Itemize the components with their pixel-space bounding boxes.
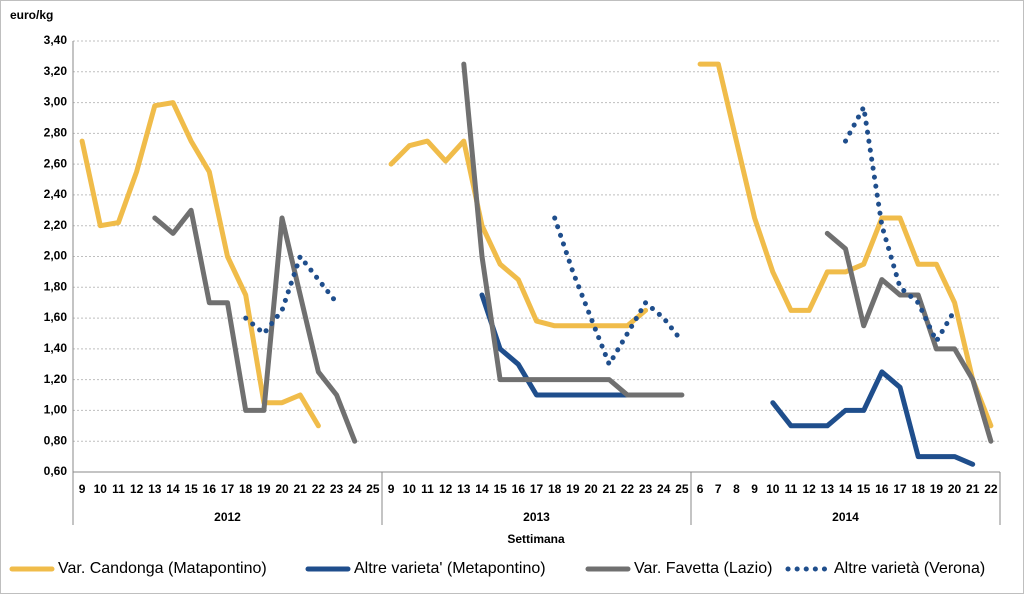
x-tick-label: 19	[930, 482, 944, 496]
x-tick-label: 15	[493, 482, 507, 496]
y-axis-label: euro/kg	[10, 8, 53, 22]
legend-label: Var. Candonga (Matapontino)	[58, 560, 267, 577]
x-tick-label: 10	[94, 482, 108, 496]
x-tick-label: 22	[312, 482, 326, 496]
x-tick-label: 20	[948, 482, 962, 496]
x-tick-label: 10	[766, 482, 780, 496]
x-tick-label: 9	[388, 482, 395, 496]
x-tick-label: 24	[348, 482, 362, 496]
x-tick-label: 13	[821, 482, 835, 496]
x-tick-label: 11	[112, 482, 125, 496]
y-tick-label: 1,80	[44, 279, 68, 293]
x-tick-label: 16	[512, 482, 526, 496]
y-tick-label: 1,60	[44, 310, 68, 324]
x-tick-label: 18	[548, 482, 562, 496]
x-tick-label: 23	[330, 482, 344, 496]
x-tick-label: 13	[457, 482, 471, 496]
legend-label: Altre varieta' (Metapontino)	[354, 560, 546, 577]
x-tick-label: 12	[439, 482, 453, 496]
y-tick-label: 3,40	[44, 33, 68, 47]
x-tick-label: 13	[148, 482, 162, 496]
y-tick-label: 3,20	[44, 64, 68, 78]
x-tick-label: 14	[166, 482, 180, 496]
x-tick-label: 23	[639, 482, 653, 496]
x-tick-label: 22	[621, 482, 635, 496]
y-tick-label: 0,80	[44, 433, 68, 447]
x-tick-label: 9	[79, 482, 86, 496]
x-tick-label: 19	[257, 482, 271, 496]
legend-label: Var. Favetta (Lazio)	[634, 560, 772, 577]
y-tick-label: 2,00	[44, 249, 68, 263]
x-tick-label: 24	[657, 482, 671, 496]
x-tick-label: 19	[566, 482, 580, 496]
x-tick-label: 11	[785, 482, 798, 496]
y-tick-label: 1,00	[44, 403, 68, 417]
x-tick-label: 7	[715, 482, 722, 496]
x-tick-label: 16	[875, 482, 889, 496]
x-tick-label: 15	[857, 482, 871, 496]
y-tick-label: 2,80	[44, 126, 68, 140]
x-tick-label: 20	[275, 482, 289, 496]
y-tick-label: 2,60	[44, 156, 68, 170]
group-label: 2012	[214, 510, 241, 524]
x-tick-label: 12	[802, 482, 816, 496]
series-line	[79, 61, 994, 429]
x-tick-label: 16	[203, 482, 217, 496]
x-tick-label: 17	[530, 482, 544, 496]
x-tick-label: 21	[966, 482, 980, 496]
x-tick-label: 18	[239, 482, 253, 496]
group-label: 2013	[523, 510, 550, 524]
x-tick-label: 21	[603, 482, 617, 496]
y-tick-label: 1,20	[44, 372, 68, 386]
x-tick-label: 12	[130, 482, 144, 496]
y-tick-label: 0,60	[44, 464, 68, 478]
y-tick-label: 2,40	[44, 187, 68, 201]
x-tick-label: 14	[475, 482, 489, 496]
x-tick-label: 9	[751, 482, 758, 496]
x-tick-label: 21	[294, 482, 308, 496]
x-tick-label: 6	[697, 482, 704, 496]
series-line	[479, 292, 976, 467]
x-tick-label: 8	[733, 482, 740, 496]
y-tick-label: 2,20	[44, 218, 68, 232]
series-line	[243, 104, 958, 367]
x-tick-label: 17	[221, 482, 235, 496]
x-tick-label: 22	[984, 482, 998, 496]
group-label: 2014	[832, 510, 859, 524]
x-tick-label: 18	[912, 482, 926, 496]
y-tick-label: 1,40	[44, 341, 68, 355]
x-tick-label: 17	[893, 482, 907, 496]
x-tick-label: 14	[839, 482, 853, 496]
y-tick-label: 3,00	[44, 95, 68, 109]
x-tick-label: 15	[184, 482, 198, 496]
x-tick-label: 20	[584, 482, 598, 496]
x-tick-label: 25	[366, 482, 380, 496]
legend-label: Altre varietà (Verona)	[834, 560, 985, 577]
x-tick-label: 11	[421, 482, 434, 496]
x-tick-label: 10	[403, 482, 417, 496]
x-axis-label: Settimana	[507, 532, 565, 546]
x-tick-label: 25	[675, 482, 689, 496]
